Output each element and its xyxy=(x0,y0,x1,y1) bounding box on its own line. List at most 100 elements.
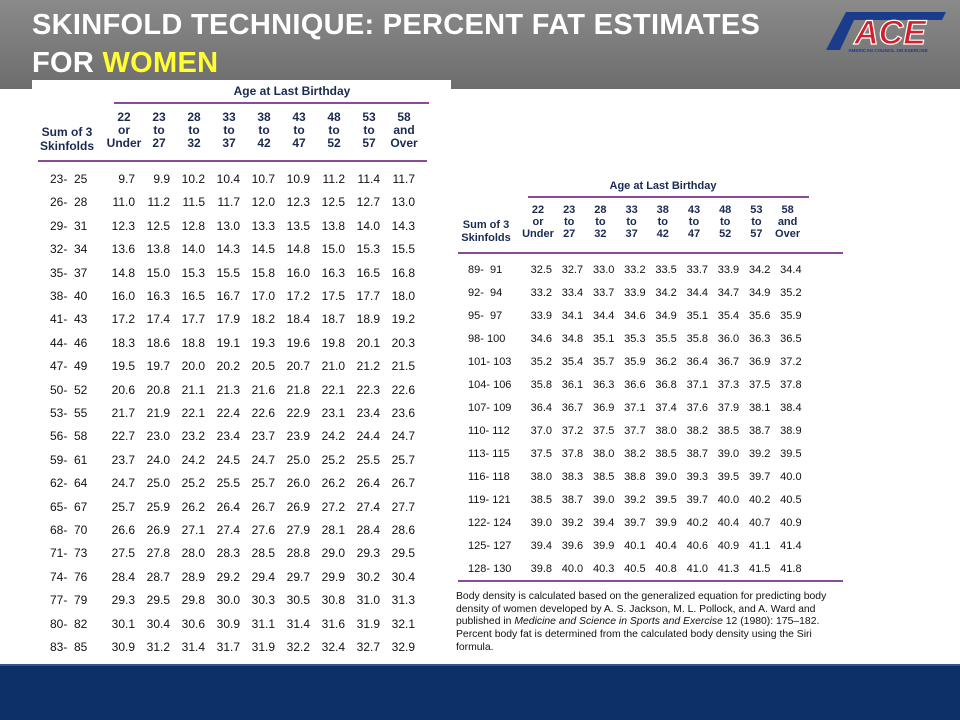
row-label: 71- 73 xyxy=(50,546,88,561)
table-cell: 31.9 xyxy=(251,640,275,654)
table-cell: 33.4 xyxy=(561,287,584,299)
table-cell: 37.9 xyxy=(717,402,740,414)
table-cell: 17.2 xyxy=(111,312,135,327)
table-cell: 18.6 xyxy=(146,335,170,350)
column-header: 33 xyxy=(222,110,236,124)
table-cell: 32.1 xyxy=(391,616,415,631)
column-header: to xyxy=(563,216,575,228)
table-cell: 20.0 xyxy=(181,359,205,374)
table-cell: 31.0 xyxy=(356,593,380,608)
table-cell: 37.6 xyxy=(686,402,708,414)
table-cell: 36.0 xyxy=(717,333,740,345)
footnote: Body density is calculated based on the … xyxy=(456,591,848,654)
table-cell: 15.3 xyxy=(356,242,380,257)
table-cell: 35.9 xyxy=(624,356,646,368)
table-cell: 35.5 xyxy=(655,333,677,345)
footnote-text: published in xyxy=(456,616,515,628)
table-cell: 18.2 xyxy=(251,312,275,327)
table-cell: 34.7 xyxy=(717,287,740,299)
table-cell: 11.5 xyxy=(182,195,205,210)
table-cell: 39.7 xyxy=(624,517,646,529)
table-cell: 36.5 xyxy=(780,333,802,345)
column-header: 47 xyxy=(687,228,701,240)
table-cell: 34.6 xyxy=(530,333,552,345)
row-label: 122- 124 xyxy=(468,517,512,529)
table-cell: 35.4 xyxy=(561,356,584,368)
table-cell: 19.2 xyxy=(391,312,415,327)
column-header: 22 xyxy=(531,204,545,216)
row-label: 41- 43 xyxy=(50,312,88,327)
column-header: 42 xyxy=(257,136,271,150)
table-cell: 9.9 xyxy=(153,172,170,186)
table-cell: 36.6 xyxy=(624,379,646,391)
table-cell: 36.7 xyxy=(717,356,740,368)
table-cell: 22.1 xyxy=(181,406,205,420)
table-cell: 12.8 xyxy=(181,218,205,233)
table-cell: 39.0 xyxy=(592,494,615,506)
table-cell: 14.0 xyxy=(181,242,205,257)
table-cell: 34.2 xyxy=(655,287,677,299)
column-header: 32 xyxy=(187,136,201,150)
table-cell: 18.3 xyxy=(111,335,135,350)
table-cell: 17.2 xyxy=(286,289,310,303)
table-cell: 27.8 xyxy=(146,546,170,561)
table-cell: 40.9 xyxy=(717,540,740,552)
table-cell: 31.3 xyxy=(391,593,415,608)
table-cell: 12.3 xyxy=(286,195,310,210)
row-header-sum: Sum of 3 xyxy=(41,125,93,139)
column-header: to xyxy=(188,123,200,137)
table-cell: 36.3 xyxy=(592,379,615,391)
row-label: 89- 91 xyxy=(468,264,503,276)
table-cell: 30.5 xyxy=(286,593,310,608)
title-highlight: WOMEN xyxy=(102,47,219,79)
age-header: Age at Last Birthday xyxy=(233,84,351,98)
row-label: 59- 61 xyxy=(50,452,88,467)
table-cell: 30.8 xyxy=(321,593,345,608)
table-cell: 35.8 xyxy=(530,379,552,391)
table-cell: 26.9 xyxy=(286,499,310,514)
table-cell: 36.7 xyxy=(561,402,584,414)
table-cell: 35.8 xyxy=(686,333,708,345)
footnote-line: density of women developed by A. S. Jack… xyxy=(456,603,816,615)
row-label: 74- 76 xyxy=(50,569,88,584)
table-cell: 39.4 xyxy=(592,517,615,529)
row-label: 107- 109 xyxy=(468,402,512,414)
row-label: 32- 34 xyxy=(50,242,88,257)
row-label: 80- 82 xyxy=(50,616,88,631)
table-cell: 38.0 xyxy=(655,425,677,437)
table-cell: 25.0 xyxy=(286,452,310,467)
column-header: 27 xyxy=(563,228,576,240)
age-header: Age at Last Birthday xyxy=(609,180,717,192)
title-for: FOR xyxy=(32,47,95,79)
table-cell: 22.3 xyxy=(356,382,380,397)
table-cell: 36.9 xyxy=(592,402,615,414)
table-cell: 26.2 xyxy=(321,476,345,491)
table-cell: 16.0 xyxy=(286,265,310,280)
table-cell: 24.5 xyxy=(216,452,240,467)
table-cell: 39.2 xyxy=(561,517,584,529)
table-cell: 19.7 xyxy=(146,359,170,374)
table-cell: 11.7 xyxy=(392,172,415,186)
table-cell: 22.4 xyxy=(216,406,240,420)
table-cell: 9.7 xyxy=(118,172,135,186)
table-cell: 39.5 xyxy=(655,494,677,506)
table-cell: 36.4 xyxy=(686,356,708,368)
table-cell: 40.5 xyxy=(780,494,802,506)
column-header: to xyxy=(657,216,668,228)
table-cell: 33.7 xyxy=(686,264,708,276)
column-header: 37 xyxy=(625,228,638,240)
journal-title: Medicine and Science in Sports and Exerc… xyxy=(514,616,723,628)
column-header: 28 xyxy=(187,110,201,124)
column-header: 28 xyxy=(594,204,607,216)
table-cell: 13.8 xyxy=(146,242,170,257)
table-cell: 14.3 xyxy=(391,218,415,233)
column-header: to xyxy=(153,123,165,137)
table-cell: 23.9 xyxy=(286,429,310,444)
column-header: 58 xyxy=(781,204,794,216)
table-cell: 39.9 xyxy=(592,540,615,552)
table-cell: 21.3 xyxy=(216,382,240,397)
slide-header xyxy=(0,0,960,89)
table-cell: 11.4 xyxy=(357,172,380,186)
table-cell: 13.0 xyxy=(216,218,240,233)
table-cell: 13.6 xyxy=(111,242,135,257)
